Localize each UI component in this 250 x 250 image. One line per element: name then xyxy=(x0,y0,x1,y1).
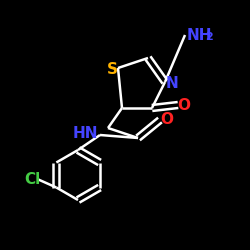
Text: 2: 2 xyxy=(205,32,213,42)
Text: Cl: Cl xyxy=(24,172,40,187)
Text: HN: HN xyxy=(72,126,98,142)
Text: N: N xyxy=(166,76,178,90)
Text: NH: NH xyxy=(187,28,212,42)
Text: O: O xyxy=(178,98,190,114)
Text: S: S xyxy=(106,62,118,76)
Text: O: O xyxy=(160,112,173,128)
